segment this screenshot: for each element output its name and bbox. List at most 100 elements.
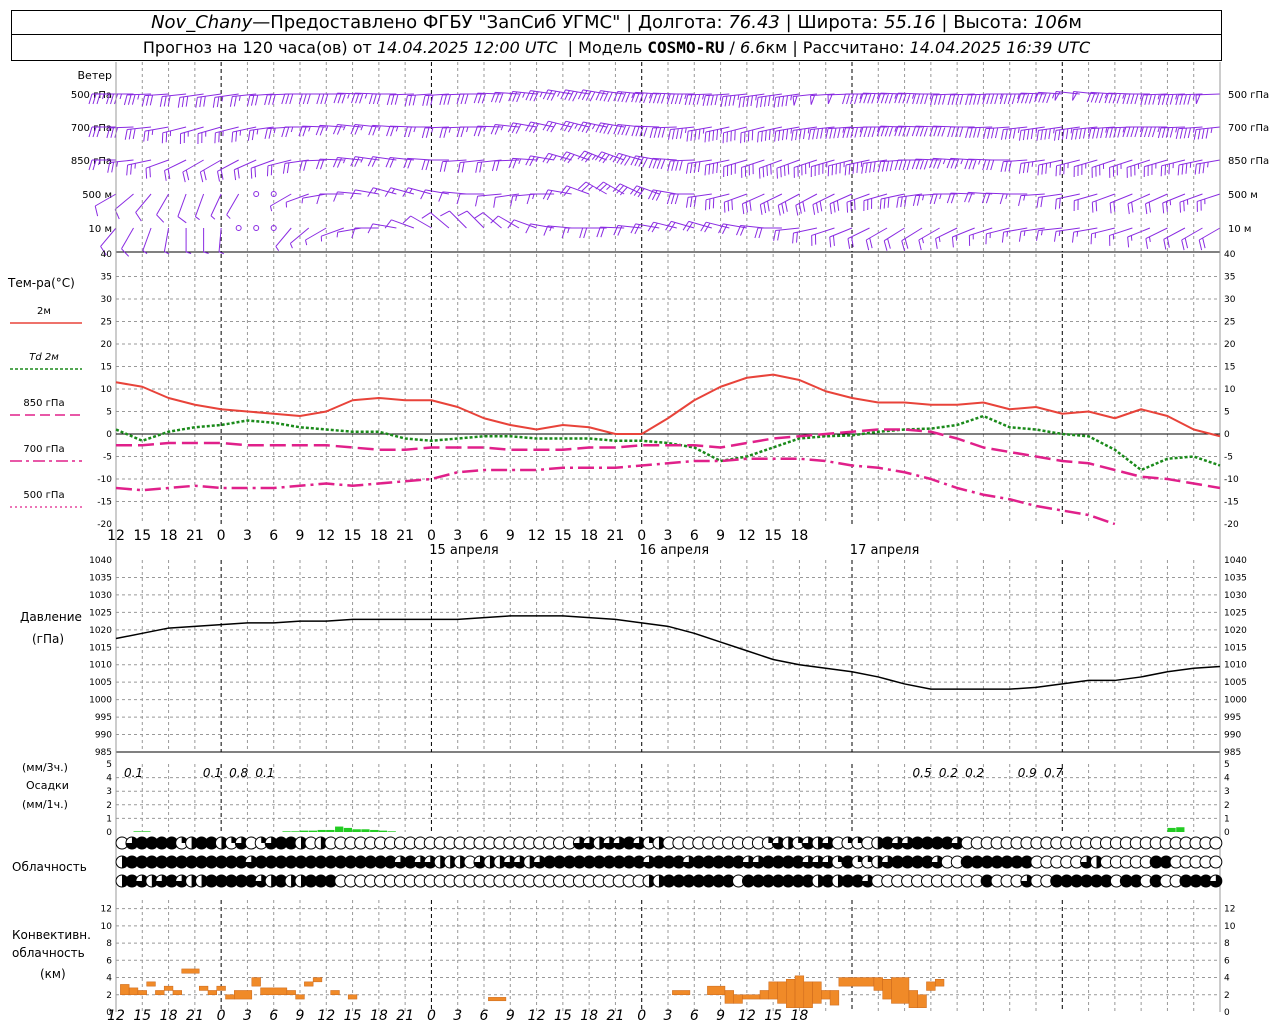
convective-tick-left: 0 xyxy=(106,1008,112,1018)
wind-barb xyxy=(648,157,677,170)
wind-barb xyxy=(386,93,414,106)
cloud-cover-fill xyxy=(1060,875,1073,887)
wind-barb-shape xyxy=(457,159,485,173)
wind-barb xyxy=(439,126,467,139)
temp-tick-left: 40 xyxy=(101,250,113,260)
longitude-label: Долгота: xyxy=(637,12,723,33)
wind-barb-shape xyxy=(250,159,274,179)
wind-barb xyxy=(1127,193,1151,215)
wind-barb xyxy=(106,93,134,105)
precip-bar xyxy=(300,830,309,832)
wind-barb xyxy=(1175,126,1203,139)
wind-barb xyxy=(947,126,975,138)
wind-barb-shape xyxy=(542,120,572,133)
wind-barb xyxy=(507,219,537,229)
wind-barb xyxy=(1054,90,1080,101)
wind-barb-shape xyxy=(1088,126,1115,139)
wind-barb-shape xyxy=(507,219,537,229)
wind-barb xyxy=(965,93,993,106)
cloud-cover-fill xyxy=(145,837,158,849)
cloud-cover-fill xyxy=(473,856,486,868)
wind-barb-shape xyxy=(508,157,537,169)
wind-barb-shape xyxy=(1109,193,1133,214)
wind-barb-shape xyxy=(1053,227,1080,242)
cloud-panel-title: Облачность xyxy=(12,860,87,874)
wind-barb-shape xyxy=(1198,227,1221,251)
wind-barb xyxy=(982,159,1010,171)
cloud-cover-fill xyxy=(215,856,228,868)
wind-barb-shape xyxy=(647,221,677,233)
wind-barb-shape xyxy=(1179,193,1203,213)
wind-barb xyxy=(1055,159,1080,177)
cloud-cover-fill xyxy=(692,875,705,887)
wind-barb-shape xyxy=(386,93,414,106)
wind-barb xyxy=(1105,126,1133,139)
wind-barb-shape xyxy=(1109,159,1133,178)
cloud-cover-fill xyxy=(752,856,765,868)
wind-barb xyxy=(829,227,853,248)
wind-barb xyxy=(929,193,958,205)
cloud-cover-fill xyxy=(782,875,795,887)
cloud-cover-fill xyxy=(1001,856,1014,868)
wind-barb-shape xyxy=(439,93,467,106)
cloud-cover-fill xyxy=(125,837,138,849)
wind-barb-shape xyxy=(1162,193,1186,214)
pressure-tick-left: 1005 xyxy=(89,678,112,688)
x-tick-label: 6 xyxy=(690,528,699,544)
precip-bar xyxy=(361,829,370,832)
x-tick-label-bottom: 18 xyxy=(580,1008,598,1024)
wind-barb xyxy=(879,193,905,210)
temp-tick-left: 20 xyxy=(101,340,113,350)
wind-barb xyxy=(846,193,870,213)
cloud-cover-fill xyxy=(235,856,248,868)
wind-barb-shape xyxy=(665,220,695,232)
precip-tick-left: 5 xyxy=(106,760,112,770)
wind-barb xyxy=(982,126,1010,139)
wind-barb xyxy=(333,191,362,202)
wind-barb xyxy=(847,227,870,249)
wind-barb-shape xyxy=(456,93,484,105)
wind-barb xyxy=(666,193,695,205)
wind-barb-shape xyxy=(404,93,432,106)
cloud-cover-fill xyxy=(195,856,208,868)
wind-barb-shape xyxy=(999,93,1028,105)
wind-level-label: 500 м xyxy=(82,190,112,201)
wind-barb-shape xyxy=(525,223,555,234)
wind-barb-shape xyxy=(754,227,782,239)
wind-barb-shape xyxy=(1157,93,1185,106)
wind-barb-shape xyxy=(965,126,993,139)
wind-barb xyxy=(542,89,572,101)
calm-circle xyxy=(253,191,260,197)
wind-barb xyxy=(199,159,222,183)
calc-time: 14.04.2025 16:39 UTC xyxy=(909,38,1091,57)
wind-barb xyxy=(266,159,292,177)
temp-tick-right: -20 xyxy=(1224,520,1239,530)
wind-barb xyxy=(792,93,818,106)
convective-bar xyxy=(838,977,875,987)
precip-tick-right: 1 xyxy=(1224,814,1230,824)
wind-barb xyxy=(440,210,467,229)
wind-barb xyxy=(859,92,888,104)
temp-series-line xyxy=(115,457,1116,526)
day-label: 15 апреля xyxy=(429,543,499,558)
wind-barb xyxy=(473,125,502,137)
precip-3h-label: 0.1 xyxy=(255,766,274,780)
wind-barb-shape xyxy=(526,193,555,205)
wind-barb-shape xyxy=(203,228,209,254)
cloud-cover-fill xyxy=(772,875,785,887)
x-tick-label: 0 xyxy=(427,528,436,544)
wind-barb xyxy=(795,193,818,216)
wind-barb xyxy=(773,93,800,108)
wind-barb xyxy=(525,223,555,234)
calm-circle xyxy=(253,225,260,231)
wind-barb-shape xyxy=(1036,126,1063,141)
wind-barb xyxy=(195,93,222,108)
wind-barb xyxy=(685,159,712,174)
cloud-cover-fill xyxy=(1100,875,1113,887)
wind-barb xyxy=(490,123,520,135)
cloud-cover-fill xyxy=(682,856,695,868)
wind-barb xyxy=(107,159,134,173)
cloud-cover-fill xyxy=(971,856,984,868)
temp-tick-left: 10 xyxy=(101,385,113,395)
wind-barb xyxy=(791,126,818,141)
